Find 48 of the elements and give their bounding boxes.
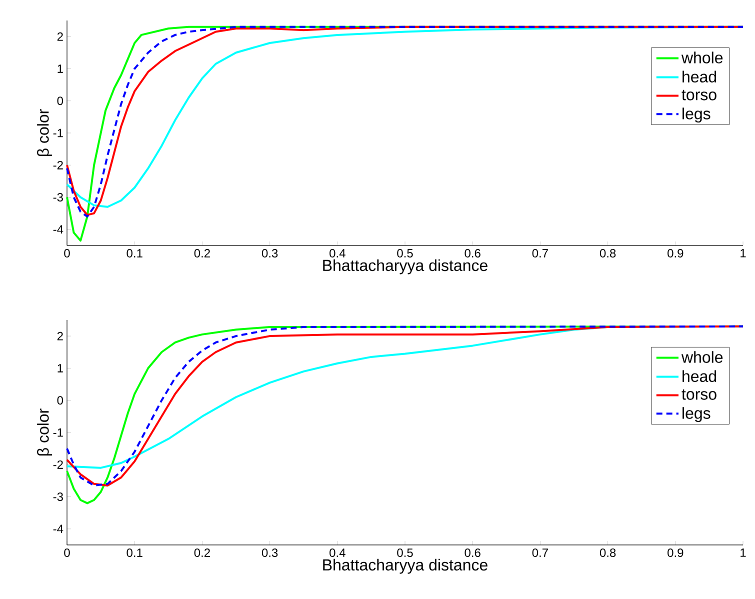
legend-label: whole xyxy=(681,52,723,64)
y-axis-title: β color xyxy=(37,408,52,456)
x-axis-title: Bhattacharyya distance xyxy=(323,259,488,274)
y-tick-label: 1 xyxy=(58,364,63,372)
y-tick-label: -1 xyxy=(53,428,63,437)
y-tick-label: 1 xyxy=(58,64,63,73)
y-tick-label: -4 xyxy=(53,225,64,234)
y-tick-label: -4 xyxy=(53,524,64,534)
x-tick-label: 0.4 xyxy=(330,249,346,258)
y-tick-label: -2 xyxy=(53,160,63,170)
y-tick-label: -2 xyxy=(53,460,63,469)
x-tick-label: 0.2 xyxy=(194,249,210,258)
x-tick-label: 0.7 xyxy=(532,249,548,258)
x-tick-label: 0.5 xyxy=(397,548,413,558)
y-tick-label: -3 xyxy=(53,492,63,502)
x-tick-label: 0 xyxy=(64,249,70,258)
x-axis-title: Bhattacharyya distance xyxy=(323,558,488,574)
x-tick-label: 0.3 xyxy=(262,249,278,258)
x-tick-label: 0.2 xyxy=(194,548,210,558)
x-tick-label: 0.9 xyxy=(668,548,684,558)
x-tick-label: 1 xyxy=(740,249,746,258)
legend-label: torso xyxy=(682,90,716,100)
legend-label: whole xyxy=(681,351,723,363)
y-tick-label: 0 xyxy=(57,396,64,405)
x-tick-label: 0.1 xyxy=(126,249,142,258)
x-tick-label: 0.8 xyxy=(600,548,616,558)
x-tick-label: 1 xyxy=(740,548,746,557)
y-tick-label: 2 xyxy=(57,332,63,340)
legend-label: legs xyxy=(682,407,710,422)
x-tick-label: 0.6 xyxy=(464,548,480,558)
legend-label: torso xyxy=(682,389,716,400)
y-axis-title: β color xyxy=(37,109,52,156)
y-tick-label: 2 xyxy=(57,32,63,41)
y-tick-label: -1 xyxy=(53,128,63,138)
y-tick-label: -3 xyxy=(53,193,63,202)
x-tick-label: 0.9 xyxy=(668,249,684,258)
x-tick-label: 0.7 xyxy=(532,548,548,558)
x-tick-label: 0.6 xyxy=(464,249,480,258)
x-tick-label: 0.5 xyxy=(397,249,413,258)
x-tick-label: 0.8 xyxy=(600,249,616,258)
x-tick-label: 0.4 xyxy=(330,548,346,558)
legend-label: head xyxy=(682,370,716,382)
x-tick-label: 0 xyxy=(64,548,70,558)
x-tick-label: 0.3 xyxy=(262,548,278,558)
legend-label: legs xyxy=(682,108,710,123)
legend-label: head xyxy=(682,70,716,82)
y-tick-label: 0 xyxy=(57,96,64,106)
x-tick-label: 0.1 xyxy=(126,548,142,558)
